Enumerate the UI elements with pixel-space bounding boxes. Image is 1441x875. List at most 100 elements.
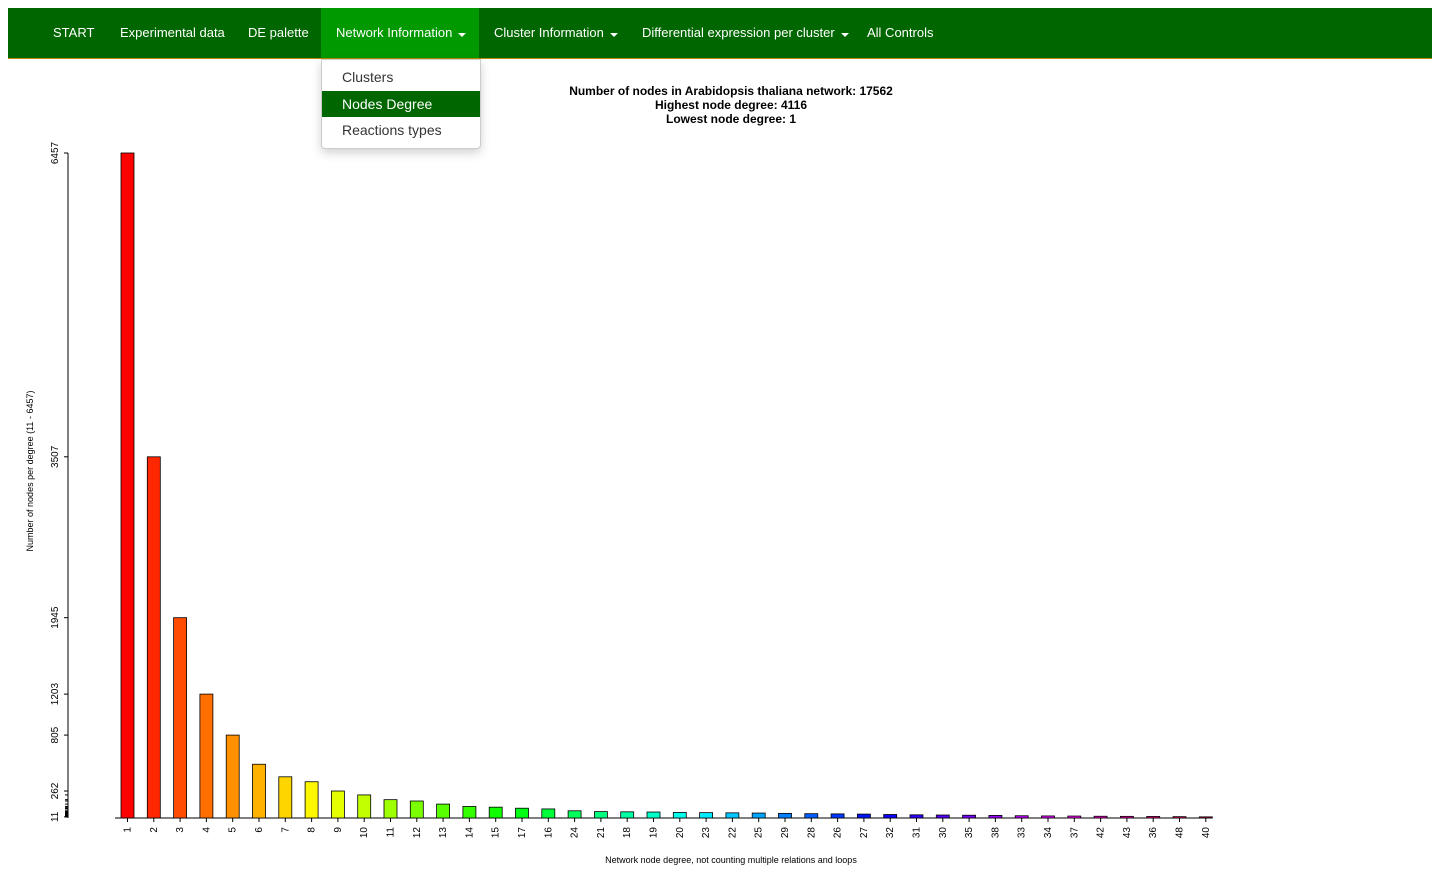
- network-information-dropdown-menu: Clusters Nodes Degree Reactions types: [321, 59, 481, 149]
- nav-cluster-information[interactable]: Cluster Information: [494, 8, 618, 58]
- x-tick-label: 23: [701, 827, 712, 839]
- x-tick-label: 2: [149, 827, 160, 833]
- x-tick-label: 3: [175, 827, 186, 833]
- nav-de-palette-label: DE palette: [248, 25, 309, 40]
- y-tick-label: 1945: [50, 606, 61, 629]
- bar-degree-21: [594, 811, 608, 819]
- x-axis-label: Network node degree, not counting multip…: [605, 855, 857, 865]
- bar-degree-12: [409, 800, 424, 819]
- caret-down-icon: [458, 32, 467, 37]
- bar-degree-38: [988, 815, 1003, 819]
- bar-degree-27: [857, 813, 871, 819]
- bar-degree-31: [909, 814, 924, 819]
- caret-down-icon: [840, 32, 849, 37]
- bar-degree-33: [1014, 815, 1029, 819]
- bar-degree-14: [462, 806, 477, 819]
- y-axis-label: Number of nodes per degree (11 - 6457): [25, 391, 35, 552]
- nav-network-information-label: Network Information: [336, 25, 453, 40]
- bar-degree-9: [330, 790, 345, 819]
- x-tick-label: 15: [491, 827, 502, 839]
- nav-all-controls-label: All Controls: [867, 25, 934, 40]
- nav-start[interactable]: START: [53, 8, 94, 58]
- x-tick-label: 21: [596, 827, 607, 839]
- bar-degree-32: [883, 814, 898, 819]
- bar-degree-8: [304, 781, 319, 819]
- bar-degree-4: [199, 693, 214, 819]
- y-tick-label: 11: [50, 811, 61, 822]
- dropdown-item-nodes-degree[interactable]: Nodes Degree: [322, 91, 480, 117]
- bar-degree-15: [488, 806, 503, 819]
- bar-degree-18: [620, 811, 635, 819]
- x-tick-label: 48: [1175, 827, 1186, 839]
- bar-degree-23: [699, 812, 713, 819]
- y-tick-label: 3507: [50, 445, 61, 468]
- chart-title-line: Number of nodes in Arabidopsis thaliana …: [569, 84, 893, 98]
- bar-degree-16: [541, 808, 556, 819]
- bar-degree-25: [751, 812, 766, 819]
- dropdown-item-reactions-types[interactable]: Reactions types: [342, 122, 442, 138]
- nav-experimental-data[interactable]: Experimental data: [120, 8, 225, 58]
- nav-network-information[interactable]: Network Information: [321, 8, 479, 58]
- x-tick-label: 18: [622, 827, 633, 839]
- y-tick-label: 262: [50, 782, 61, 799]
- dropdown-item-clusters[interactable]: Clusters: [342, 69, 394, 85]
- bar-degree-5: [225, 734, 240, 819]
- x-tick-label: 29: [780, 827, 791, 839]
- x-tick-label: 19: [649, 827, 660, 839]
- nav-differential-expression-per-cluster[interactable]: Differential expression per cluster: [642, 8, 849, 58]
- x-tick-label: 34: [1043, 827, 1054, 839]
- x-tick-label: 33: [1017, 827, 1028, 839]
- x-tick-label: 31: [912, 827, 923, 839]
- x-tick-label: 5: [228, 827, 239, 833]
- x-tick-label: 40: [1201, 827, 1212, 839]
- bar-degree-37: [1067, 815, 1082, 819]
- bar-degree-13: [436, 803, 451, 819]
- x-tick-label: 26: [833, 827, 844, 839]
- node-degree-bar-chart: Number of nodes in Arabidopsis thaliana …: [25, 84, 1213, 865]
- y-tick-label: 805: [50, 726, 61, 743]
- x-tick-label: 7: [280, 827, 291, 833]
- x-tick-label: 27: [859, 827, 870, 839]
- bar-degree-19: [646, 811, 661, 819]
- bar-degree-28: [804, 813, 819, 819]
- bar-degree-36: [1146, 816, 1161, 819]
- bar-degree-43: [1120, 815, 1134, 819]
- bar-degree-7: [278, 776, 293, 819]
- x-tick-label: 35: [964, 827, 975, 839]
- x-tick-label: 6: [254, 827, 265, 833]
- nav-start-label: START: [53, 25, 95, 40]
- bar-degree-35: [962, 814, 976, 819]
- bar-degree-30: [935, 814, 950, 819]
- x-tick-label: 16: [543, 827, 554, 839]
- bar-degree-40: [1198, 816, 1213, 819]
- y-tick-label: 1203: [50, 683, 61, 706]
- nav-all-controls[interactable]: All Controls: [867, 8, 933, 58]
- chart-title-line: Lowest node degree: 1: [666, 112, 796, 126]
- x-tick-label: 24: [570, 827, 581, 839]
- bar-degree-3: [173, 617, 188, 819]
- top-navbar: START Experimental data DE palette Netwo…: [8, 8, 1432, 59]
- x-tick-label: 30: [938, 827, 949, 839]
- nav-differential-expression-label: Differential expression per cluster: [642, 25, 835, 40]
- x-tick-label: 4: [201, 827, 212, 833]
- x-tick-label: 42: [1096, 827, 1107, 839]
- x-tick-label: 43: [1122, 827, 1133, 839]
- bar-degree-6: [252, 763, 266, 819]
- x-tick-label: 1: [123, 827, 134, 833]
- bar-degree-42: [1093, 815, 1108, 819]
- x-tick-label: 11: [386, 827, 397, 838]
- x-tick-label: 22: [727, 827, 738, 839]
- bar-degree-48: [1172, 816, 1187, 819]
- x-tick-label: 38: [990, 827, 1001, 839]
- bar-degree-22: [725, 812, 740, 819]
- x-tick-label: 20: [675, 827, 686, 839]
- bar-degree-29: [778, 812, 792, 819]
- x-tick-label: 25: [754, 827, 765, 839]
- bar-degree-2: [146, 456, 161, 819]
- nav-experimental-data-label: Experimental data: [120, 25, 225, 40]
- bar-degree-20: [672, 812, 687, 819]
- x-tick-label: 36: [1148, 827, 1159, 839]
- caret-down-icon: [609, 32, 618, 37]
- nav-de-palette[interactable]: DE palette: [248, 8, 309, 58]
- x-tick-label: 9: [333, 827, 344, 833]
